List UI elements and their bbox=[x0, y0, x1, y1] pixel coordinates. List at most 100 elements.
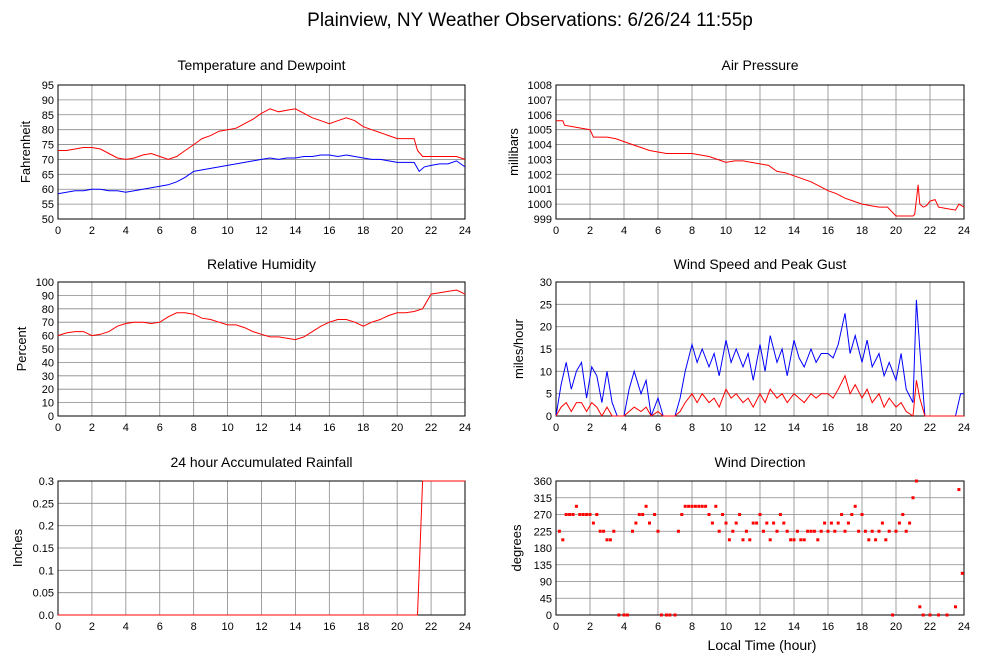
y-tick-label: 0 bbox=[48, 411, 54, 423]
y-tick-label: 75 bbox=[42, 140, 54, 152]
x-tick-label: 12 bbox=[255, 422, 267, 434]
data-point bbox=[806, 529, 810, 533]
data-point bbox=[683, 504, 687, 508]
x-tick-label: 0 bbox=[553, 225, 559, 237]
x-tick-label: 6 bbox=[655, 225, 661, 237]
chart-title: Wind Direction bbox=[714, 454, 805, 470]
data-point bbox=[693, 504, 697, 508]
data-point bbox=[775, 529, 779, 533]
data-point bbox=[608, 538, 612, 542]
x-tick-label: 22 bbox=[425, 621, 437, 633]
x-tick-label: 18 bbox=[856, 225, 868, 237]
data-point bbox=[738, 513, 742, 516]
x-tick-label: 16 bbox=[323, 621, 335, 633]
data-point bbox=[578, 513, 582, 516]
data-point bbox=[710, 521, 714, 525]
data-point bbox=[741, 538, 745, 542]
data-point bbox=[829, 521, 833, 525]
x-tick-label: 16 bbox=[323, 422, 335, 434]
data-point bbox=[687, 504, 691, 508]
x-tick-label: 20 bbox=[391, 422, 403, 434]
y-tick-label: 0.2 bbox=[39, 521, 54, 533]
data-point bbox=[585, 513, 589, 516]
y-tick-label: 40 bbox=[42, 357, 54, 369]
data-point bbox=[659, 613, 663, 617]
chart-title: Temperature and Dewpoint bbox=[177, 57, 345, 73]
x-tick-label: 8 bbox=[191, 621, 197, 633]
x-tick-label: 24 bbox=[459, 621, 471, 633]
x-tick-label: 10 bbox=[221, 422, 233, 434]
series-line-0 bbox=[58, 480, 465, 616]
data-point bbox=[768, 538, 772, 542]
chart-panels: 0 2 4 6 8 10 12 14 16 18 20 22 245055606570758085909… bbox=[10, 57, 970, 633]
x-tick-label: 14 bbox=[289, 422, 301, 434]
plot-frame bbox=[57, 281, 466, 417]
data-point bbox=[748, 538, 752, 542]
x-tick-label: 20 bbox=[890, 621, 902, 633]
data-point bbox=[598, 529, 602, 533]
y-tick-label: 180 bbox=[534, 543, 552, 555]
chart-humidity: 0 2 4 6 8 10 12 14 16 18 20 22 240102030405060708090… bbox=[14, 256, 471, 434]
x-tick-label: 12 bbox=[255, 225, 267, 237]
x-tick-label: 2 bbox=[587, 422, 593, 434]
x-tick-label: 14 bbox=[788, 422, 800, 434]
data-point bbox=[561, 538, 565, 542]
plot-frame bbox=[555, 281, 965, 417]
y-tick-label: 60 bbox=[42, 184, 54, 196]
y-tick-label: 30 bbox=[42, 371, 54, 383]
data-point bbox=[602, 529, 606, 533]
x-tick-label: 24 bbox=[459, 422, 471, 434]
data-point bbox=[812, 529, 816, 533]
x-tick-label: 8 bbox=[689, 422, 695, 434]
y-tick-label: 45 bbox=[540, 593, 552, 605]
y-tick-label: 5 bbox=[546, 389, 552, 401]
y-tick-label: 10 bbox=[540, 366, 552, 378]
data-point bbox=[826, 529, 830, 533]
data-point bbox=[765, 521, 769, 525]
y-axis-label: millibars bbox=[506, 128, 521, 176]
data-point bbox=[557, 529, 561, 533]
data-point bbox=[918, 605, 922, 609]
data-point bbox=[568, 513, 572, 516]
data-point bbox=[911, 496, 915, 500]
data-point bbox=[697, 504, 701, 508]
data-point bbox=[734, 521, 738, 525]
x-tick-label: 0 bbox=[55, 422, 61, 434]
y-tick-label: 20 bbox=[42, 384, 54, 396]
data-point bbox=[960, 571, 964, 575]
y-tick-label: 0.3 bbox=[39, 476, 54, 488]
data-point bbox=[727, 538, 731, 542]
chart-title: Wind Speed and Peak Gust bbox=[674, 256, 847, 272]
x-tick-label: 4 bbox=[621, 225, 627, 237]
y-tick-label: 999 bbox=[534, 214, 552, 226]
plot-frame bbox=[57, 84, 466, 220]
y-tick-label: 25 bbox=[540, 299, 552, 311]
x-tick-label: 4 bbox=[621, 422, 627, 434]
data-point bbox=[880, 521, 884, 525]
x-tick-label: 2 bbox=[89, 422, 95, 434]
data-point bbox=[908, 521, 912, 525]
data-point bbox=[792, 538, 796, 542]
data-point bbox=[921, 613, 925, 617]
data-point bbox=[863, 529, 867, 533]
data-point bbox=[617, 613, 621, 617]
y-tick-label: 225 bbox=[534, 526, 552, 538]
x-tick-label: 8 bbox=[191, 422, 197, 434]
y-tick-label: 100 bbox=[36, 277, 54, 289]
y-tick-label: 1005 bbox=[528, 125, 552, 137]
y-tick-label: 90 bbox=[540, 577, 552, 589]
data-point bbox=[901, 513, 905, 516]
chart-title: Relative Humidity bbox=[207, 256, 316, 272]
y-tick-label: 1003 bbox=[528, 154, 552, 166]
data-point bbox=[605, 538, 609, 542]
data-point bbox=[874, 538, 878, 542]
data-point bbox=[637, 513, 641, 516]
x-tick-label: 16 bbox=[822, 225, 834, 237]
y-tick-label: 1007 bbox=[528, 95, 552, 107]
y-tick-label: 70 bbox=[42, 154, 54, 166]
data-point bbox=[867, 538, 871, 542]
data-point bbox=[870, 529, 874, 533]
data-point bbox=[884, 538, 888, 542]
data-point bbox=[836, 521, 840, 525]
chart-direction: 0 2 4 6 8 10 12 14 16 18 20 22 240459013518022527031… bbox=[509, 454, 970, 633]
